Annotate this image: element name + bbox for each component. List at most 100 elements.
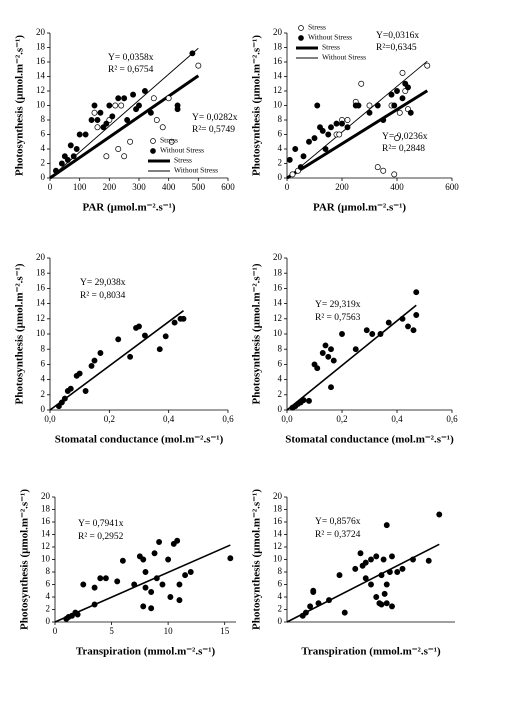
data-point [302,609,309,616]
data-point [141,332,148,339]
data-point [67,385,74,392]
fit-equation: Y= 0,0282x [192,113,238,123]
data-point [341,609,348,616]
data-point [159,124,166,131]
data-point [314,365,321,372]
data-point [436,511,443,518]
y-tick-label: 20 [41,491,51,501]
data-point [326,597,332,604]
data-point [148,589,155,595]
data-point [314,102,321,109]
y-tick-label: 6 [278,579,283,589]
data-point [315,600,322,607]
fit-equation: Y=0,0316x [376,31,419,41]
data-point [399,95,406,102]
x-tick-label: 10 [164,626,174,636]
data-point [94,124,101,131]
data-point [148,605,155,612]
data-point [339,331,345,337]
data-point [168,138,175,145]
data-point [115,95,122,102]
data-point [396,109,403,116]
legend-marker [298,25,304,31]
data-point [394,569,401,575]
y-axis-label: Photosynthesis (µmol.m⁻².s⁻¹) [14,263,26,404]
data-point [328,384,334,391]
data-point [383,581,390,588]
data-point [300,397,307,404]
data-point [167,594,174,600]
data-point [52,167,59,174]
data-point [171,319,178,326]
data-point [94,117,101,123]
x-tick-label: 400 [162,182,176,192]
data-point [76,131,83,138]
x-tick-label: 15 [220,626,230,636]
data-point [307,603,314,610]
data-point [136,323,142,330]
y-tick-label: 2 [41,389,46,399]
fit-r2: R²= 0,5749 [192,125,235,135]
data-point [399,69,406,76]
data-point [289,171,296,178]
data-point [386,569,393,575]
y-tick-label: 18 [273,42,283,52]
y-tick-label: 14 [41,529,51,539]
data-point [383,600,390,607]
data-point [162,333,169,340]
y-tick-label: 0 [278,616,283,626]
data-point [310,589,317,595]
data-point [328,346,334,353]
x-tick-label: 0,4 [163,414,175,424]
data-point [322,342,329,349]
data-point [333,120,340,127]
data-point [380,167,387,174]
data-point [325,131,332,138]
y-tick-label: 6 [46,579,51,589]
data-point [142,569,149,575]
data-point [389,553,395,560]
x-tick-label: 0,2 [104,414,115,424]
y-tick-label: 20 [273,491,283,501]
y-tick-label: 14 [273,298,283,308]
y-tick-label: 16 [36,56,46,66]
data-point [366,109,373,116]
fit-r2: R² = 0,6754 [108,65,154,75]
data-point [425,557,432,564]
y-tick-label: 20 [36,27,46,37]
y-tick-label: 12 [273,85,282,95]
y-tick-label: 8 [46,566,51,576]
data-point [102,575,109,582]
y-tick-label: 12 [36,85,45,95]
x-axis-label: Stomatal conductance (mol.m⁻².s⁻¹) [285,434,454,446]
fit-r2: R²= 0,2848 [382,144,425,154]
data-point [182,572,189,579]
data-point [394,88,400,94]
data-point [322,146,329,152]
data-point [88,362,95,369]
data-point [91,102,98,109]
y-tick-label: 8 [278,114,283,124]
y-tick-label: 12 [273,541,282,551]
data-point [147,109,154,116]
data-point [399,315,406,322]
legend-marker [150,138,156,144]
data-point [297,164,304,171]
data-point [159,581,166,588]
y-tick-label: 8 [41,114,46,124]
data-point [91,109,98,116]
fit-r2: R²=0,6345 [376,43,417,53]
data-point [121,95,128,102]
data-point [64,156,71,163]
y-tick-label: 0 [278,172,283,182]
fit-r2: R² = 0,7563 [315,313,361,323]
data-point [165,556,172,563]
y-tick-label: 14 [36,71,46,81]
x-tick-label: 500 [192,182,206,192]
data-point [140,556,147,563]
fit-equation: Y= 29,038x [80,278,126,288]
y-axis-label: Photosynthesis (µmol.m⁻².s⁻¹) [19,489,31,630]
data-point [388,91,395,98]
y-tick-label: 8 [41,343,46,353]
data-point [156,346,163,353]
